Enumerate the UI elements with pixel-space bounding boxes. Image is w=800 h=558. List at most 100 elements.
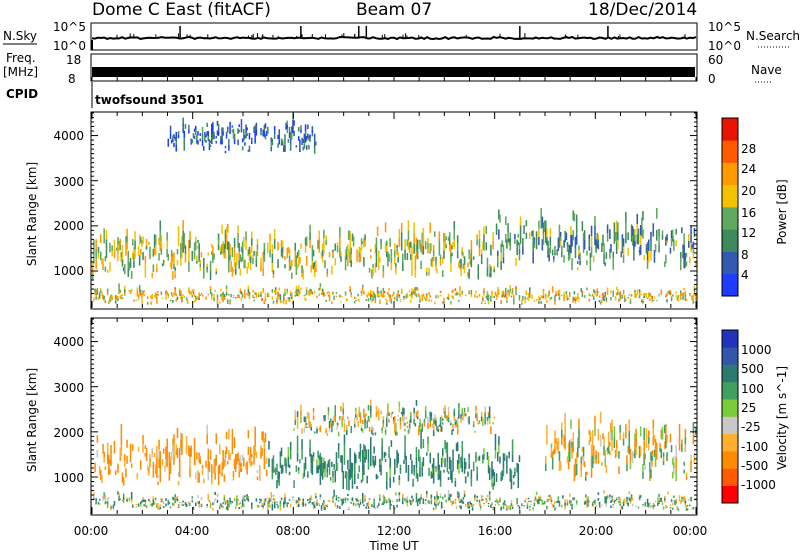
heatmap-cell [500,478,502,482]
heatmap-cell [165,290,167,294]
velocity-colorbar-swatch [722,399,738,417]
heatmap-cell [542,289,545,293]
heatmap-cell [387,415,389,422]
heatmap-cell [561,504,563,508]
heatmap-cell [372,462,374,466]
heatmap-cell [341,421,343,427]
heatmap-cell [327,407,330,412]
heatmap-cell [112,508,115,511]
heatmap-cell [390,249,393,257]
heatmap-cell [252,261,254,265]
heatmap-cell [651,296,653,300]
heatmap-cell [262,505,264,508]
heatmap-cell [509,285,512,289]
heatmap-cell [387,409,389,416]
heatmap-cell [152,264,155,273]
heatmap-cell [551,505,554,507]
heatmap-cell [370,248,372,252]
heatmap-cell [229,254,231,261]
heatmap-cell [562,495,564,499]
heatmap-cell [605,503,608,507]
heatmap-cell [531,231,533,237]
heatmap-cell [630,224,633,234]
heatmap-cell [446,462,449,473]
heatmap-cell [175,498,178,501]
x-tick-0400: 04:00 [175,524,210,538]
heatmap-cell [388,253,390,262]
heatmap-cell [291,294,293,297]
heatmap-cell [476,495,478,498]
heatmap-cell [289,293,292,297]
heatmap-cell [498,209,500,220]
heatmap-cell [442,448,444,456]
heatmap-cell [661,230,664,235]
heatmap-cell [156,263,158,268]
heatmap-cell [253,126,255,130]
heatmap-cell [367,462,370,470]
heatmap-cell [399,425,402,430]
heatmap-cell [477,422,480,425]
heatmap-cell [575,499,578,502]
heatmap-cell [483,503,485,504]
power-cb-tick-16: 16 [741,206,756,220]
heatmap-cell [516,462,518,467]
heatmap-cell [419,427,421,432]
heatmap-cell [364,451,366,457]
heatmap-cell [630,494,633,497]
heatmap-cell [201,126,204,134]
heatmap-cell [450,460,452,470]
heatmap-cell [648,437,650,444]
heatmap-cell [454,424,457,428]
heatmap-cell [434,303,436,305]
heatmap-cell [151,447,154,451]
heatmap-cell [137,503,140,507]
heatmap-cell [195,241,197,246]
heatmap-cell [267,292,269,295]
heatmap-cell [178,288,181,291]
heatmap-cell [402,497,404,501]
heatmap-cell [230,295,232,298]
heatmap-cell [365,506,367,509]
heatmap-cell [482,297,484,300]
heatmap-cell [151,272,154,276]
power-cb-tick-28: 28 [741,142,756,156]
heatmap-cell [363,454,365,465]
heatmap-cell [188,124,190,130]
heatmap-cell [460,414,462,419]
heatmap-cell [415,244,418,252]
heatmap-cell [286,247,289,254]
heatmap-cell [192,291,195,295]
heatmap-cell [485,498,488,500]
heatmap-cell [403,420,405,427]
heatmap-cell [618,496,620,499]
heatmap-cell [267,242,269,248]
heatmap-cell [684,444,687,452]
heatmap-cell [364,497,366,500]
heatmap-cell [415,447,418,458]
heatmap-cell [110,508,112,511]
heatmap-cell [222,462,224,470]
heatmap-cell [184,245,187,254]
power-colorbar [721,117,739,297]
heatmap-cell [652,504,655,508]
heatmap-cell [327,294,330,297]
heatmap-cell [344,500,347,503]
heatmap-cell [558,293,561,297]
heatmap-cell [312,262,315,270]
heatmap-cell [166,248,168,258]
heatmap-cell [399,298,402,300]
heatmap-cell [474,431,476,433]
heatmap-cell [372,263,374,268]
heatmap-cell [386,300,388,303]
heatmap-cell [243,258,245,269]
heatmap-cell [344,291,347,293]
heatmap-cell [419,498,421,502]
heatmap-cell [173,292,175,296]
heatmap-cell [253,451,255,459]
heatmap-cell [126,235,128,243]
heatmap-cell [196,258,198,261]
heatmap-cell [490,298,492,302]
heatmap-cell [497,293,499,298]
heatmap-cell [556,441,558,450]
heatmap-cell [209,291,212,294]
